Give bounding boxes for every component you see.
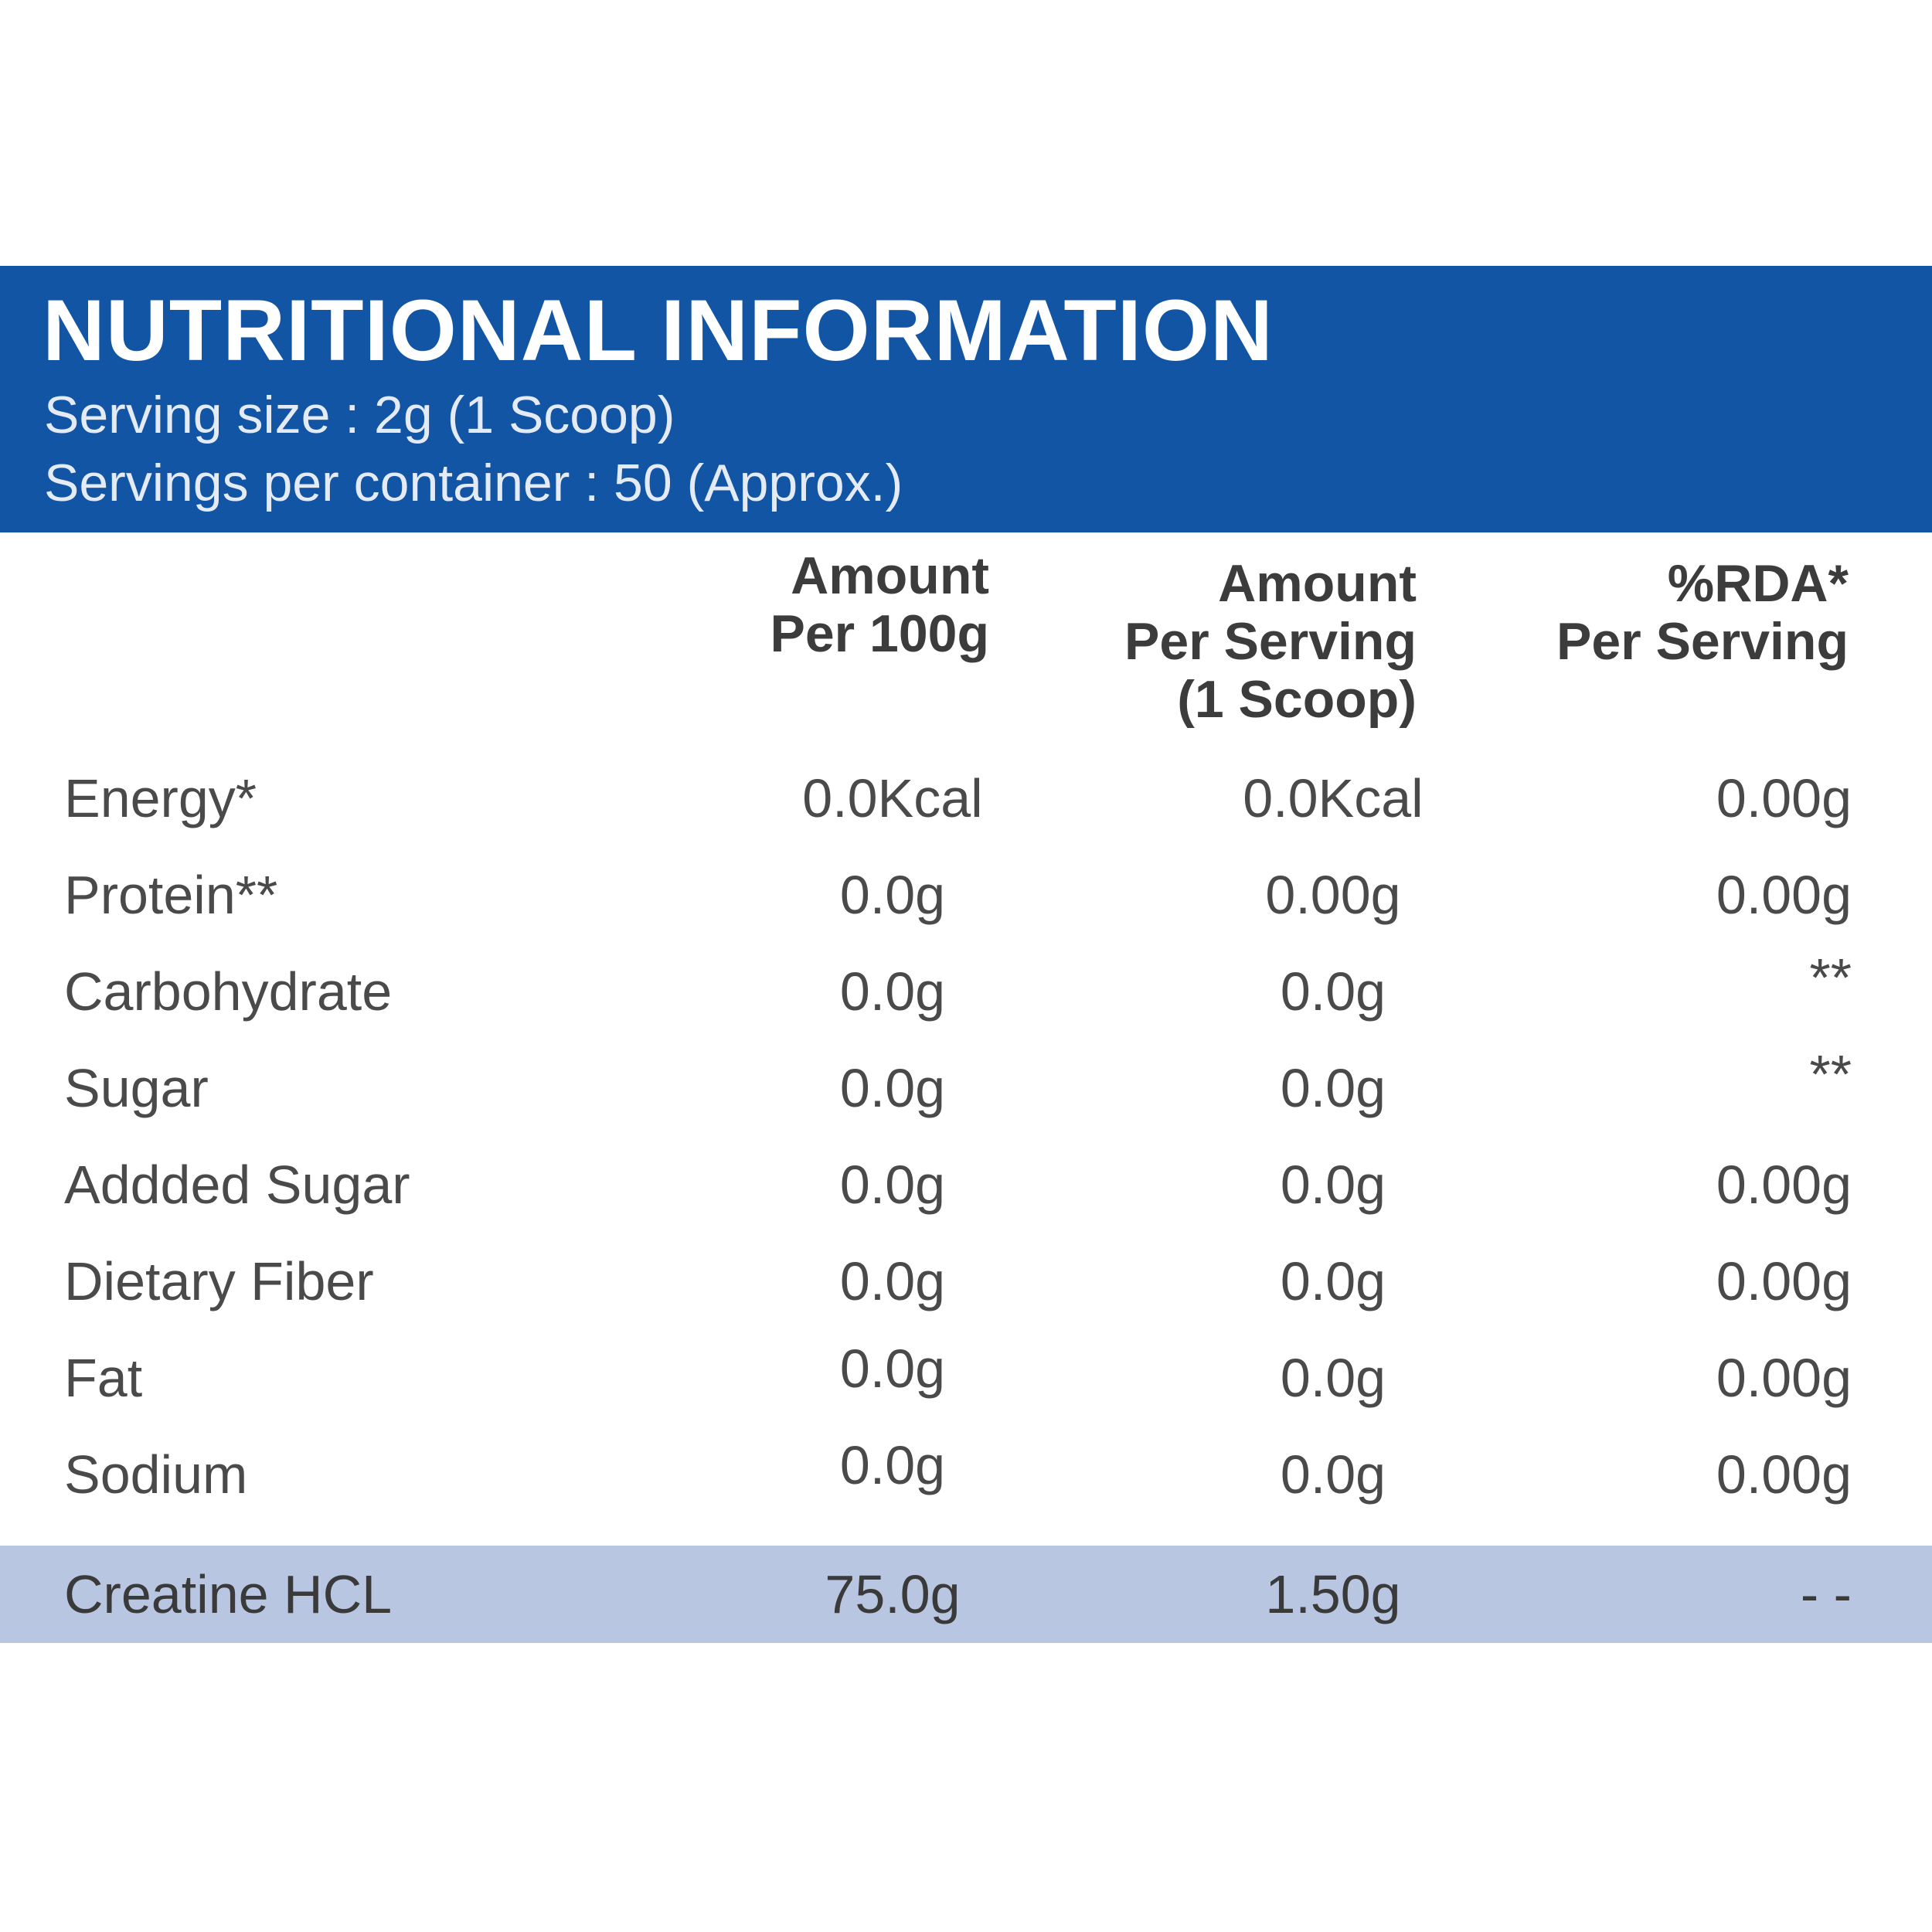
table-row: Sodium 0.0g 0.0g 0.00g — [0, 1426, 1932, 1523]
column-header-per-100g: Amount Per 100g — [770, 547, 989, 663]
column-header-line: Amount — [1218, 554, 1417, 613]
nutrient-name: Fat — [64, 1348, 143, 1408]
rda-per-serving: 0.00g — [1716, 865, 1852, 925]
table-row: Protein** 0.0g 0.00g 0.00g — [0, 846, 1932, 944]
nutrient-name: Sugar — [64, 1058, 209, 1118]
nutrient-name: Addded Sugar — [64, 1155, 410, 1215]
rda-per-serving: ** — [1809, 947, 1852, 1008]
amount-per-serving: 1.50g — [1265, 1564, 1401, 1624]
amount-per-serving: 0.0g — [1280, 961, 1386, 1022]
nutrient-name: Dietary Fiber — [64, 1251, 374, 1311]
column-header-per-serving: Amount Per Serving (1 Scoop) — [1124, 555, 1417, 729]
rda-per-serving: ** — [1809, 1044, 1852, 1104]
amount-per-serving: 0.0g — [1280, 1348, 1386, 1408]
column-header-line: (1 Scoop) — [1177, 670, 1417, 729]
rda-per-serving: - - — [1800, 1564, 1852, 1624]
amount-per-100g: 0.0g — [839, 1435, 946, 1495]
amount-per-100g: 0.0g — [839, 961, 946, 1022]
highlight-row: Creatine HCL 75.0g 1.50g - - — [0, 1546, 1932, 1643]
table-row: Addded Sugar 0.0g 0.0g 0.00g — [0, 1136, 1932, 1233]
table-row: Dietary Fiber 0.0g 0.0g 0.00g — [0, 1233, 1932, 1330]
header-banner — [0, 266, 1932, 532]
amount-per-serving: 0.00g — [1265, 865, 1401, 925]
nutrient-name: Protein** — [64, 865, 278, 925]
amount-per-100g: 0.0g — [839, 1251, 946, 1311]
column-header-line: Amount — [791, 546, 989, 605]
nutrient-name: Creatine HCL — [64, 1564, 393, 1624]
amount-per-100g: 0.0g — [839, 865, 946, 925]
column-header-line: Per 100g — [770, 604, 989, 663]
amount-per-100g: 0.0Kcal — [802, 768, 983, 828]
nutrient-name: Energy* — [64, 768, 257, 828]
column-header-rda: %RDA* Per Serving — [1556, 555, 1849, 671]
rda-per-serving: 0.00g — [1716, 1348, 1852, 1408]
column-header-line: %RDA* — [1667, 554, 1849, 613]
amount-per-serving: 0.0g — [1280, 1251, 1386, 1311]
amount-per-100g: 75.0g — [825, 1564, 961, 1624]
nutrient-name: Carbohydrate — [64, 961, 393, 1022]
servings-per-container: Servings per container : 50 (Approx.) — [44, 454, 903, 512]
rda-per-serving: 0.00g — [1716, 1251, 1852, 1311]
amount-per-100g: 0.0g — [839, 1338, 946, 1399]
page-title: NUTRITIONAL INFORMATION — [43, 282, 1274, 379]
rda-per-serving: 0.00g — [1716, 1155, 1852, 1215]
amount-per-serving: 0.0Kcal — [1243, 768, 1423, 828]
rda-per-serving: 0.00g — [1716, 768, 1852, 828]
table-row: Energy* 0.0Kcal 0.0Kcal 0.00g — [0, 750, 1932, 847]
table-row: Fat 0.0g 0.0g 0.00g — [0, 1329, 1932, 1427]
amount-per-serving: 0.0g — [1280, 1155, 1386, 1215]
amount-per-100g: 0.0g — [839, 1155, 946, 1215]
amount-per-100g: 0.0g — [839, 1058, 946, 1118]
table-row: Carbohydrate 0.0g 0.0g ** — [0, 943, 1932, 1040]
amount-per-serving: 0.0g — [1280, 1058, 1386, 1118]
column-header-line: Per Serving — [1556, 612, 1849, 671]
amount-per-serving: 0.0g — [1280, 1444, 1386, 1505]
nutrient-name: Sodium — [64, 1444, 248, 1505]
serving-size: Serving size : 2g (1 Scoop) — [44, 386, 675, 444]
rda-per-serving: 0.00g — [1716, 1444, 1852, 1505]
column-header-line: Per Serving — [1124, 612, 1417, 671]
table-row: Sugar 0.0g 0.0g ** — [0, 1039, 1932, 1137]
